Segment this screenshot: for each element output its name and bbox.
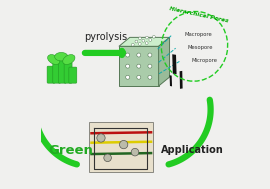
FancyBboxPatch shape [69,67,77,83]
Text: Micropore: Micropore [192,58,218,63]
Text: Green: Green [48,144,93,157]
Polygon shape [119,37,170,46]
Text: Mesopore: Mesopore [188,45,213,50]
Circle shape [104,154,112,162]
Text: Macropore: Macropore [184,32,212,36]
Circle shape [126,75,130,79]
Circle shape [148,75,152,79]
Polygon shape [170,75,172,86]
Circle shape [153,35,155,38]
Text: Hierarchical Pores: Hierarchical Pores [169,6,229,24]
FancyBboxPatch shape [59,60,66,83]
Text: Application: Application [160,145,223,155]
Circle shape [137,64,141,68]
Polygon shape [119,46,159,86]
Circle shape [146,36,148,39]
Circle shape [135,40,138,43]
Circle shape [137,75,141,79]
FancyBboxPatch shape [64,62,72,83]
Circle shape [131,148,139,156]
Circle shape [126,53,130,57]
FancyBboxPatch shape [47,66,55,83]
Polygon shape [180,71,183,89]
Polygon shape [159,37,170,86]
Circle shape [120,140,128,149]
Circle shape [97,134,105,142]
Circle shape [145,42,148,45]
Circle shape [139,37,141,40]
Circle shape [139,43,141,45]
FancyBboxPatch shape [53,62,61,83]
Text: pyrolysis: pyrolysis [84,32,127,42]
Ellipse shape [63,55,75,64]
Circle shape [142,39,145,42]
FancyBboxPatch shape [89,122,153,172]
Ellipse shape [55,52,68,61]
Circle shape [148,64,152,68]
Circle shape [131,43,134,46]
Circle shape [149,39,152,41]
Circle shape [137,53,141,57]
Ellipse shape [48,55,60,64]
Polygon shape [172,54,177,74]
Circle shape [148,53,152,57]
Circle shape [126,64,130,68]
